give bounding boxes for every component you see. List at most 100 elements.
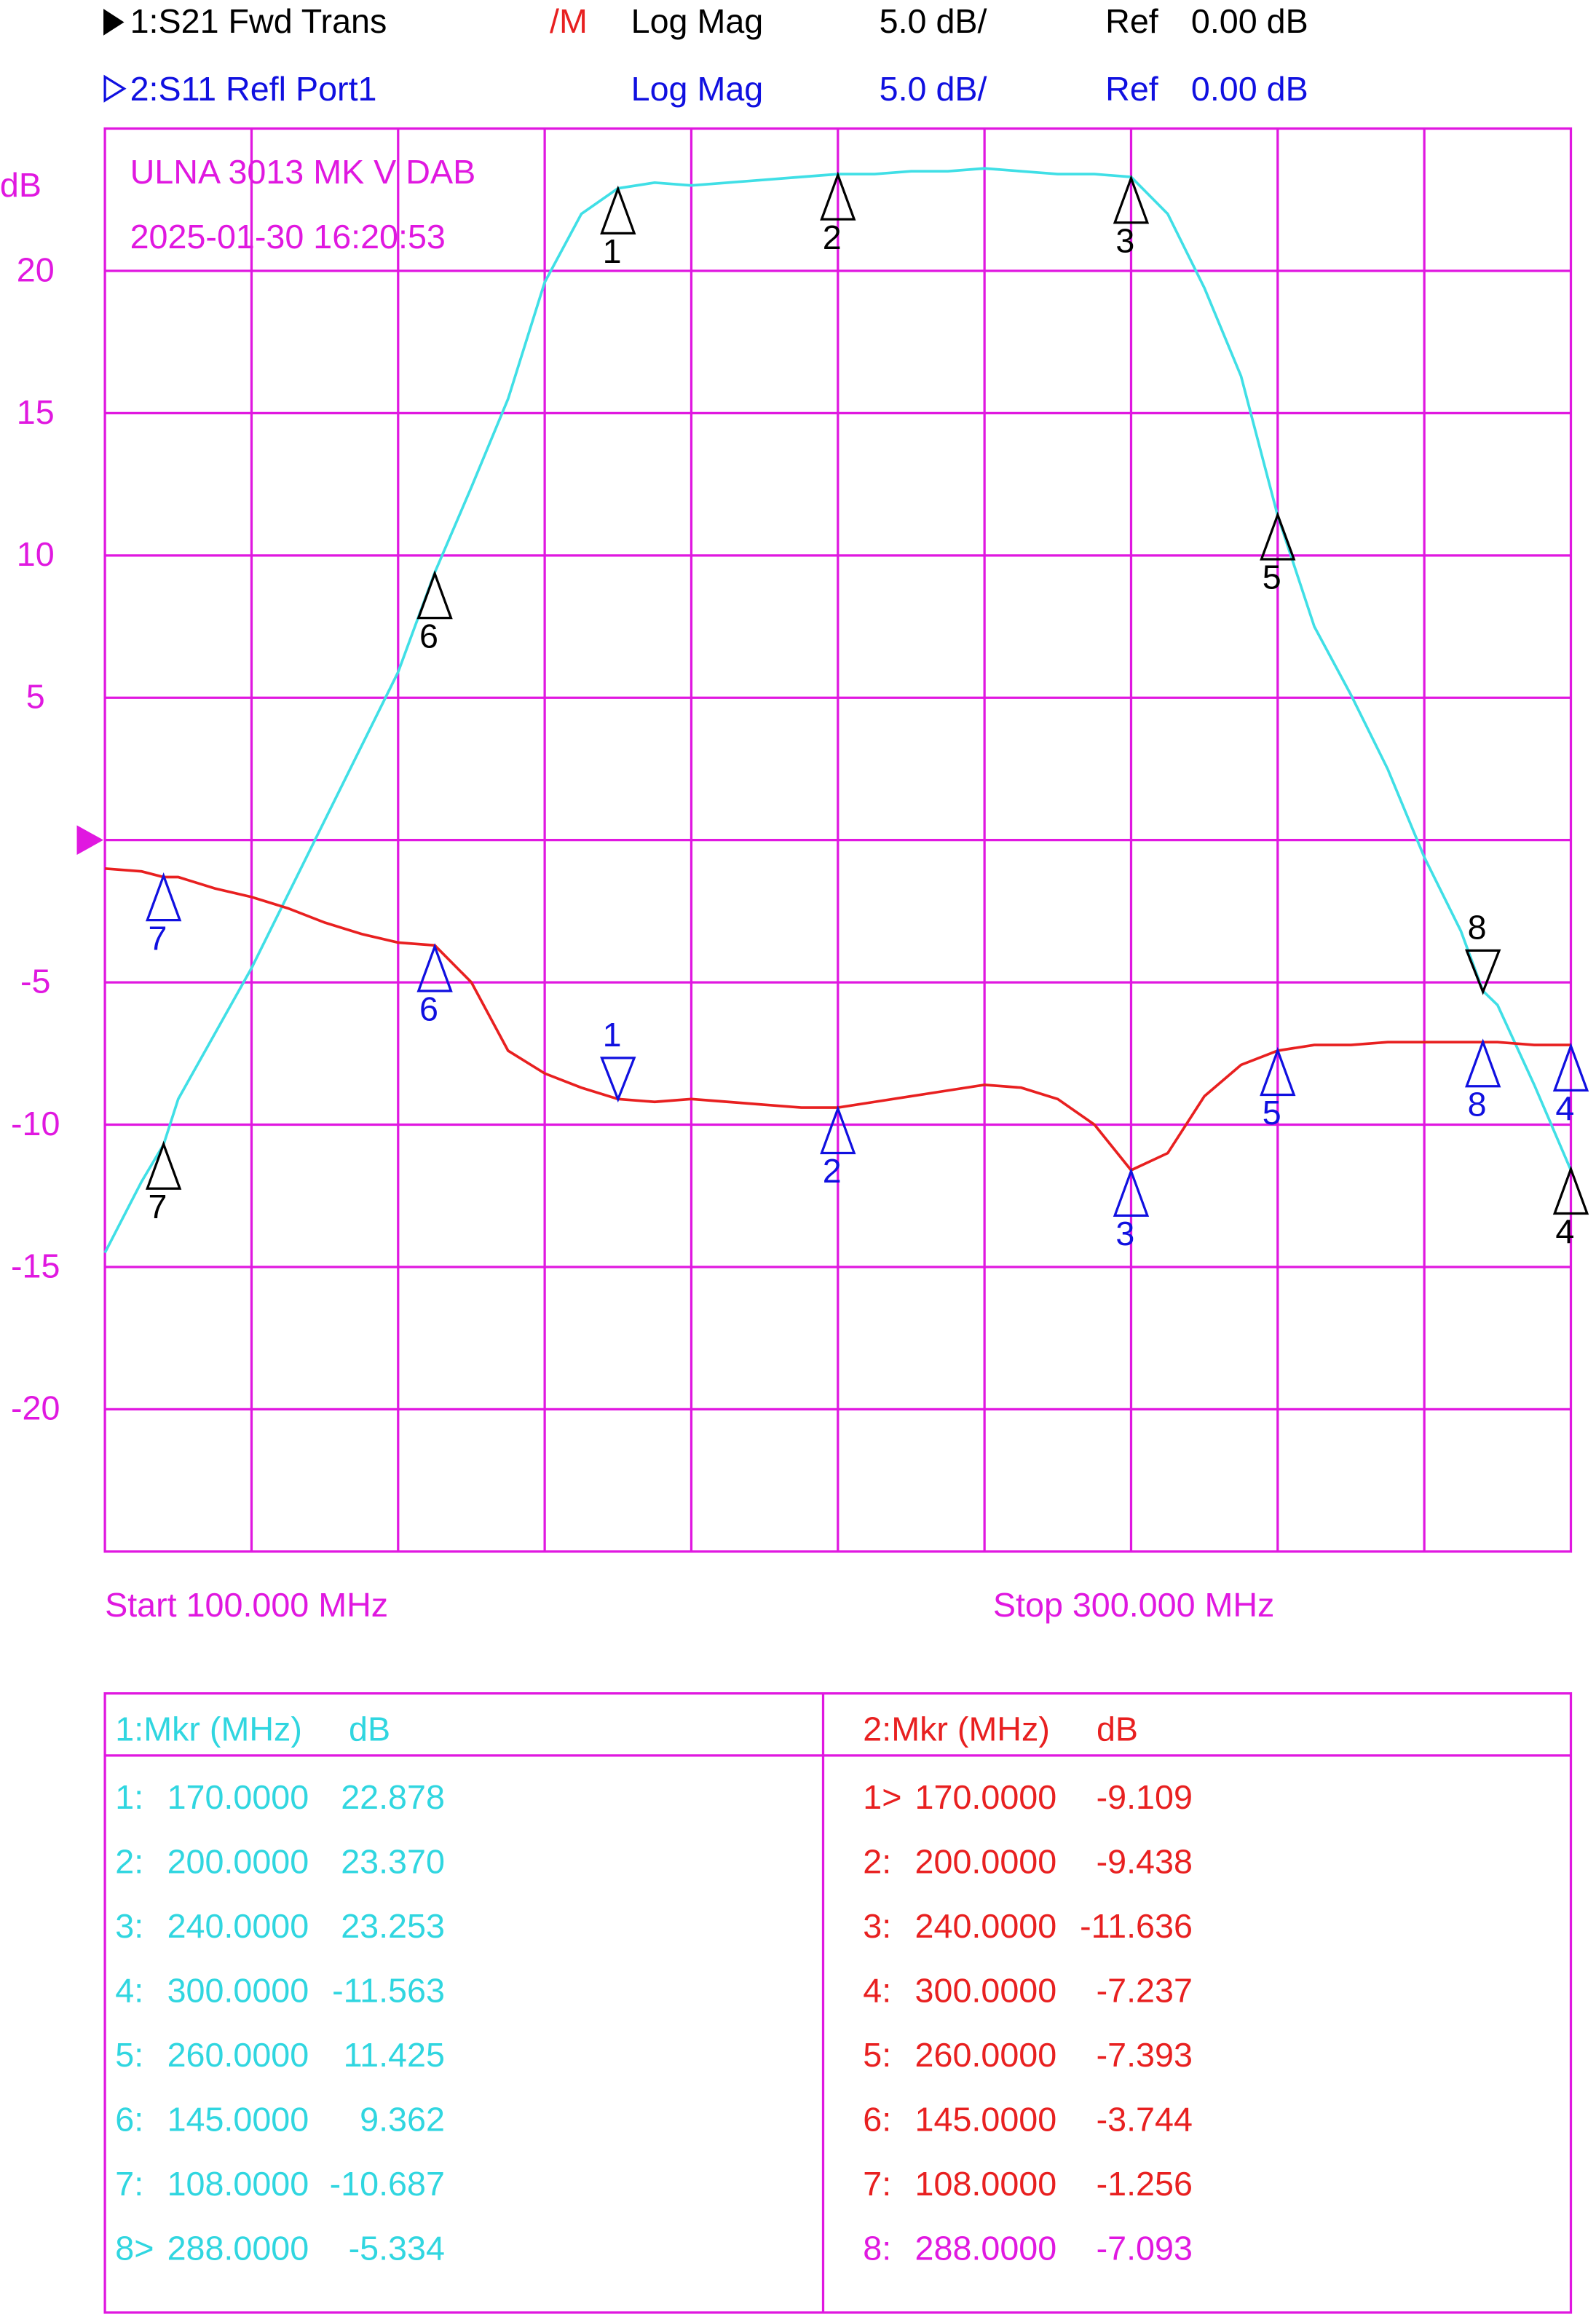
y-axis-label: dB	[0, 166, 42, 204]
table-value: -1.256	[1097, 2165, 1193, 2203]
trace1-flag: /M	[550, 2, 588, 40]
table-stimulus: 145.0000	[167, 2100, 309, 2138]
marker-label: 5	[1263, 558, 1281, 596]
marker-label: 5	[1263, 1094, 1281, 1132]
y-tick-label: -10	[11, 1105, 60, 1142]
table-value: 23.253	[341, 1907, 445, 1945]
table-prefix: 5:	[115, 2036, 143, 2074]
marker	[145, 872, 182, 922]
trace1-ref-label: Ref	[1105, 2, 1159, 40]
table-value: -9.109	[1097, 1778, 1193, 1816]
marker-label: 4	[1555, 1089, 1574, 1127]
marker-label: 2	[823, 218, 842, 256]
marker-label: 2	[823, 1152, 842, 1190]
table-prefix: 1>	[863, 1778, 901, 1816]
marker	[1465, 1038, 1501, 1088]
trace1-symbol	[103, 9, 125, 36]
table-stimulus: 288.0000	[915, 2229, 1057, 2267]
table-value: -11.636	[1080, 1907, 1193, 1945]
table-value: 22.878	[341, 1778, 445, 1816]
table-prefix: 7:	[115, 2165, 143, 2203]
marker-label: 3	[1115, 1215, 1134, 1252]
marker	[820, 171, 856, 221]
table-value: -10.687	[330, 2165, 445, 2203]
marker	[145, 1140, 182, 1190]
start-label: Start 100.000 MHz	[105, 1586, 388, 1624]
table-prefix: 6:	[863, 2100, 891, 2138]
table-prefix: 6:	[115, 2100, 143, 2138]
table-value: 23.370	[341, 1843, 445, 1881]
table-unit: dB	[1097, 1710, 1138, 1748]
marker	[1113, 175, 1150, 224]
marker-label: 1	[603, 232, 622, 270]
chart-title: ULNA 3013 MK V DAB	[130, 153, 476, 191]
table-stimulus: 240.0000	[167, 1907, 309, 1945]
table-prefix: 3:	[115, 1907, 143, 1945]
trace2-name: 2:S11 Refl Port1	[130, 70, 377, 108]
marker	[820, 1105, 856, 1155]
table-stimulus: 145.0000	[915, 2100, 1057, 2138]
y-tick-label: 15	[17, 393, 55, 431]
table-value: 9.362	[360, 2100, 445, 2138]
table-stimulus: 240.0000	[915, 1907, 1057, 1945]
table-stimulus: 300.0000	[915, 1971, 1057, 2009]
table-prefix: 8:	[863, 2229, 891, 2267]
marker	[1552, 1165, 1589, 1215]
table-stimulus: 260.0000	[167, 2036, 309, 2074]
table-stimulus: 170.0000	[915, 1778, 1057, 1816]
marker	[600, 1057, 636, 1103]
trace2-format: Log Mag	[631, 70, 764, 108]
table-stimulus: 200.0000	[167, 1843, 309, 1881]
table-value: -5.334	[349, 2229, 445, 2267]
table-prefix: 5:	[863, 2036, 891, 2074]
marker-label: 4	[1555, 1212, 1574, 1250]
y-tick-label: -20	[11, 1389, 60, 1427]
marker-label: 3	[1115, 221, 1134, 259]
marker-label: 8	[1468, 908, 1487, 946]
table-stimulus: 200.0000	[915, 1843, 1057, 1881]
trace1-name: 1:S21 Fwd Trans	[130, 2, 387, 40]
y-tick-label: 20	[17, 250, 55, 288]
table-stimulus: 108.0000	[167, 2165, 309, 2203]
table-value: -3.744	[1097, 2100, 1193, 2138]
table-prefix: 4:	[863, 1971, 891, 2009]
marker	[1464, 949, 1501, 995]
table-prefix: 2:	[863, 1843, 891, 1881]
table-unit: dB	[349, 1710, 390, 1748]
marker-label: 7	[149, 919, 167, 957]
table-value: -11.563	[332, 1971, 445, 2009]
marker	[1113, 1167, 1150, 1217]
marker	[1260, 511, 1296, 561]
table-prefix: 4:	[115, 1971, 143, 2009]
table-stimulus: 300.0000	[167, 1971, 309, 2009]
table-value: -7.093	[1097, 2229, 1193, 2267]
table-prefix: 1:	[115, 1778, 143, 1816]
marker	[416, 570, 453, 620]
table-value: 11.425	[344, 2036, 445, 2074]
marker-table-frame	[103, 1692, 1573, 2314]
table-stimulus: 288.0000	[167, 2229, 309, 2267]
trace1-scale: 5.0 dB/	[880, 2, 987, 40]
trace2-symbol	[103, 74, 127, 103]
table-prefix: 7:	[863, 2165, 891, 2203]
trace1-ref: 0.00 dB	[1191, 2, 1308, 40]
trace1-format: Log Mag	[631, 2, 764, 40]
table-prefix: 3:	[863, 1907, 891, 1945]
table-prefix: 8>	[115, 2229, 154, 2267]
marker	[1260, 1046, 1296, 1097]
y-tick-label: 5	[26, 678, 45, 716]
table-stimulus: 170.0000	[167, 1778, 309, 1816]
chart-subtitle: 2025-01-30 16:20:53	[130, 218, 446, 256]
ref-level-marker	[76, 825, 104, 855]
marker	[600, 185, 636, 234]
table-prefix: 2:	[115, 1843, 143, 1881]
y-tick-label: -15	[11, 1247, 60, 1284]
table-header: 2:Mkr (MHz)	[863, 1710, 1050, 1748]
table-stimulus: 260.0000	[915, 2036, 1057, 2074]
marker	[1552, 1042, 1589, 1092]
marker-label: 6	[419, 617, 438, 655]
table-value: -9.438	[1097, 1843, 1193, 1881]
trace2-ref: 0.00 dB	[1191, 70, 1308, 108]
